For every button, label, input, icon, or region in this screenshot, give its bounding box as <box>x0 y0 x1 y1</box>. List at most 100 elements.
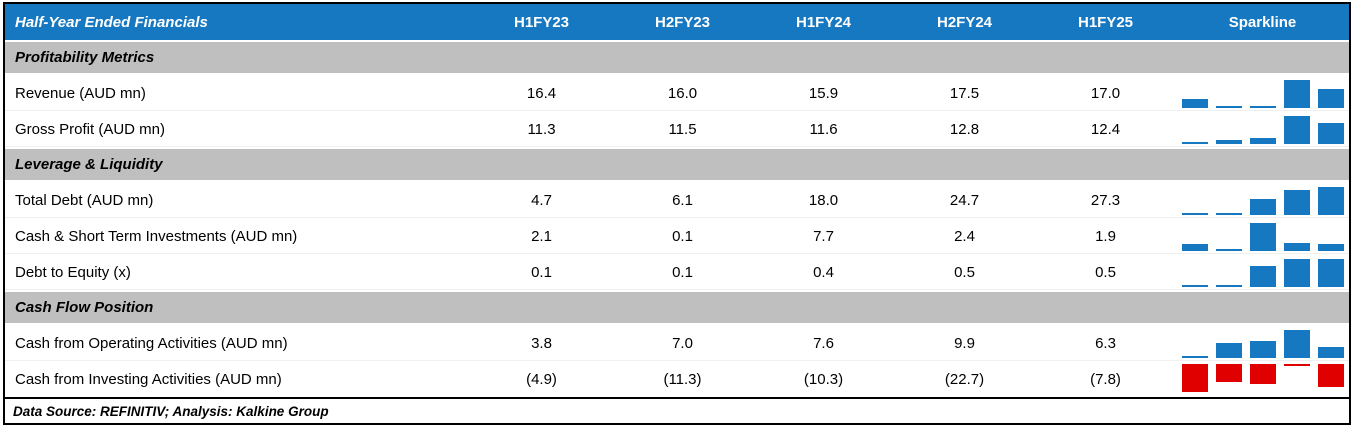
sparkline-bar <box>1249 138 1276 144</box>
value-cell: 3.8 <box>531 334 552 352</box>
column-header-h2fy23: H2FY23 <box>654 13 711 31</box>
value-cell: 1.9 <box>1095 227 1116 245</box>
value-cell: 17.0 <box>1090 84 1121 102</box>
value-cell: 12.8 <box>949 120 980 138</box>
section-title: Leverage & Liquidity <box>5 149 1349 180</box>
column-header-h1fy25: H1FY25 <box>1077 13 1134 31</box>
sparkline-bar <box>1317 259 1344 287</box>
value-cell: 2.4 <box>954 227 975 245</box>
row-label: Cash & Short Term Investments (AUD mn) <box>15 227 298 245</box>
row-label: Cash from Investing Activities (AUD mn) <box>15 370 282 388</box>
section-title: Profitability Metrics <box>5 42 1349 73</box>
value-cell: 16.0 <box>667 84 698 102</box>
value-cell: 27.3 <box>1090 191 1121 209</box>
sparkline-bar <box>1249 341 1276 358</box>
table-row: Cash from Investing Activities (AUD mn) (… <box>5 361 1349 397</box>
value-cell: 2.1 <box>531 227 552 245</box>
sparkline-bar <box>1215 285 1242 287</box>
financials-table: Half-Year Ended Financials H1FY23 H2FY23… <box>3 2 1351 425</box>
row-label: Gross Profit (AUD mn) <box>15 120 166 138</box>
table-row: Total Debt (AUD mn) 4.7 6.1 18.0 24.7 27.3 <box>5 182 1349 218</box>
sparkline-cell <box>1176 218 1349 254</box>
sparkline-bar <box>1283 243 1310 251</box>
sparkline <box>1181 221 1344 251</box>
section-title: Cash Flow Position <box>5 292 1349 323</box>
sparkline-bar <box>1181 356 1208 358</box>
sparkline-bar <box>1215 249 1242 251</box>
sparkline-cell <box>1176 182 1349 218</box>
section-header-row: Profitability Metrics <box>5 40 1349 75</box>
table-row: Cash from Operating Activities (AUD mn) 3… <box>5 325 1349 361</box>
sparkline-bar <box>1181 99 1208 108</box>
value-cell: 7.0 <box>672 334 693 352</box>
value-cell: 24.7 <box>949 191 980 209</box>
sparkline-bar <box>1249 364 1276 384</box>
value-cell: 6.3 <box>1095 334 1116 352</box>
sparkline-cell <box>1176 361 1349 397</box>
value-cell: 17.5 <box>949 84 980 102</box>
sparkline <box>1181 78 1344 108</box>
value-cell: 0.1 <box>531 263 552 281</box>
value-cell: 0.1 <box>672 263 693 281</box>
value-cell: 0.1 <box>672 227 693 245</box>
value-cell: 15.9 <box>808 84 839 102</box>
value-cell: 6.1 <box>672 191 693 209</box>
column-header-h1fy24: H1FY24 <box>795 13 852 31</box>
row-label: Cash from Operating Activities (AUD mn) <box>15 334 288 352</box>
table-header: Half-Year Ended Financials H1FY23 H2FY23… <box>5 4 1349 40</box>
value-cell: 12.4 <box>1090 120 1121 138</box>
sparkline-bar <box>1181 364 1208 392</box>
sparkline-bar <box>1283 259 1310 287</box>
sparkline-bar <box>1283 190 1310 215</box>
sparkline <box>1181 114 1344 144</box>
sparkline-bar <box>1215 106 1242 108</box>
table-row: Gross Profit (AUD mn) 11.3 11.5 11.6 12.8 12.… <box>5 111 1349 147</box>
sparkline-cell <box>1176 254 1349 290</box>
value-cell: 0.5 <box>954 263 975 281</box>
column-header-sparkline: Sparkline <box>1228 13 1297 31</box>
sparkline-bar <box>1283 116 1310 144</box>
value-cell: 11.3 <box>527 120 556 138</box>
source-note: Data Source: REFINITIV; Analysis: Kalkin… <box>5 397 1349 423</box>
sparkline-cell <box>1176 75 1349 111</box>
value-cell: 0.4 <box>813 263 834 281</box>
sparkline-bar <box>1283 80 1310 108</box>
sparkline-bar <box>1181 142 1208 144</box>
table-row: Revenue (AUD mn) 16.4 16.0 15.9 17.5 17.0 <box>5 75 1349 111</box>
section-header-row: Cash Flow Position <box>5 290 1349 325</box>
value-cell: 0.5 <box>1095 263 1116 281</box>
sparkline-bar <box>1317 89 1344 108</box>
sparkline-bar <box>1249 266 1276 287</box>
sparkline-bar <box>1317 123 1344 144</box>
sparkline-bar <box>1317 347 1344 358</box>
value-cell: (22.7) <box>944 370 985 388</box>
row-label: Debt to Equity (x) <box>15 263 131 281</box>
sparkline <box>1181 328 1344 358</box>
value-cell: 7.6 <box>813 334 834 352</box>
row-label: Revenue (AUD mn) <box>15 84 146 102</box>
value-cell: (11.3) <box>663 370 702 388</box>
sparkline-bar <box>1215 343 1242 358</box>
sparkline-cell <box>1176 325 1349 361</box>
sparkline-bar <box>1181 244 1208 251</box>
sparkline <box>1181 364 1344 394</box>
sparkline-bar <box>1215 213 1242 215</box>
value-cell: 11.5 <box>668 120 697 138</box>
value-cell: (7.8) <box>1090 370 1121 388</box>
table-body: Profitability Metrics Revenue (AUD mn) 16.… <box>5 40 1349 397</box>
row-label: Total Debt (AUD mn) <box>15 191 154 209</box>
sparkline-bar <box>1181 285 1208 287</box>
sparkline <box>1181 257 1344 287</box>
table-title: Half-Year Ended Financials <box>15 13 208 31</box>
sparkline-bar <box>1215 364 1242 382</box>
value-cell: (4.9) <box>526 370 557 388</box>
table-row: Debt to Equity (x) 0.1 0.1 0.4 0.5 0.5 <box>5 254 1349 290</box>
column-header-h1fy23: H1FY23 <box>513 13 570 31</box>
value-cell: (10.3) <box>803 370 844 388</box>
section-header-row: Leverage & Liquidity <box>5 147 1349 182</box>
sparkline-bar <box>1181 213 1208 215</box>
sparkline-bar <box>1317 364 1344 387</box>
table-row: Cash & Short Term Investments (AUD mn) 2.… <box>5 218 1349 254</box>
sparkline-bar <box>1215 140 1242 144</box>
value-cell: 4.7 <box>531 191 552 209</box>
